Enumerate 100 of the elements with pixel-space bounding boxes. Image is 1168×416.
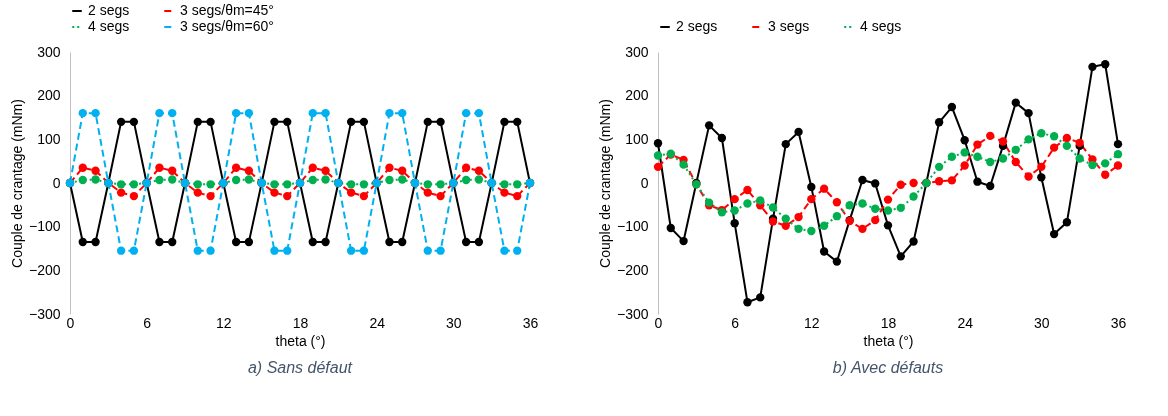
point [423, 246, 432, 255]
point [871, 204, 880, 213]
y-tick-label: −300 [616, 305, 649, 322]
y-tick-label: 300 [37, 43, 61, 60]
point [155, 108, 164, 118]
point [244, 108, 254, 118]
point [283, 180, 292, 189]
point [436, 117, 445, 127]
point [155, 163, 164, 172]
point [947, 102, 957, 112]
point [513, 180, 522, 189]
point [986, 157, 995, 167]
point [283, 117, 292, 127]
point [244, 175, 254, 184]
legend-label: 2 segs [88, 2, 130, 18]
point [934, 118, 944, 127]
point [832, 198, 842, 207]
point [283, 191, 292, 201]
point [845, 201, 854, 210]
point [1049, 143, 1059, 152]
point [398, 166, 407, 175]
point [666, 223, 675, 233]
point [730, 219, 739, 228]
point [168, 237, 177, 247]
point [653, 151, 663, 160]
point [193, 180, 202, 189]
point [321, 237, 330, 247]
point [730, 194, 739, 204]
point [513, 246, 522, 255]
point [436, 191, 445, 201]
point [321, 166, 330, 175]
y-axis-title: Couple de crantage (mNm) [8, 99, 25, 268]
point [231, 108, 241, 118]
point [168, 175, 177, 184]
point [91, 108, 100, 118]
point [909, 192, 918, 201]
point [436, 180, 445, 189]
point [896, 180, 905, 189]
point [743, 199, 752, 208]
point [1075, 138, 1084, 147]
point [423, 117, 432, 127]
legend-label: 3 segs/θm=60° [180, 18, 274, 34]
legend-label: 4 segs [860, 18, 902, 34]
point [244, 237, 254, 247]
point [781, 139, 790, 149]
point [858, 224, 867, 234]
point [398, 175, 407, 184]
point [346, 246, 356, 255]
point [1037, 173, 1046, 182]
y-tick-label: 100 [37, 130, 61, 147]
legend-label: 4 segs [88, 18, 130, 34]
point [1037, 129, 1046, 138]
point [871, 215, 880, 225]
point [385, 163, 394, 172]
point [129, 191, 139, 201]
x-tick-label: 12 [804, 314, 820, 331]
point [1101, 170, 1110, 179]
point [1113, 150, 1123, 159]
point [436, 246, 445, 255]
point [934, 162, 944, 172]
point [1062, 141, 1072, 151]
x-tick-label: 0 [654, 314, 663, 331]
point [513, 191, 522, 201]
point [116, 188, 126, 197]
point [794, 127, 803, 137]
x-tick-label: 24 [957, 314, 974, 331]
legend-label: 2 segs [676, 18, 718, 34]
point [960, 161, 969, 170]
point [91, 166, 100, 175]
point [231, 175, 241, 185]
point [947, 176, 957, 185]
x-tick-label: 0 [66, 314, 75, 331]
point [1011, 145, 1020, 154]
point [998, 137, 1008, 146]
point [78, 108, 87, 118]
point [819, 184, 829, 193]
point [206, 246, 215, 255]
point [461, 175, 471, 185]
point [359, 246, 369, 255]
text: b) Avec défauts [832, 359, 944, 376]
point [1049, 229, 1059, 239]
y-tick-label: −100 [616, 218, 649, 235]
point [398, 108, 407, 118]
point [1101, 159, 1110, 168]
point [653, 139, 663, 148]
point [883, 195, 893, 204]
y-tick-label: 300 [625, 43, 649, 60]
point [500, 180, 509, 189]
point [973, 140, 982, 149]
point [116, 117, 126, 127]
point [794, 212, 803, 222]
y-tick-label: −200 [616, 261, 649, 278]
point [1088, 160, 1097, 170]
point [1011, 98, 1020, 107]
point [934, 177, 944, 186]
point [270, 188, 279, 197]
legend-label: 3 segs/θm=45° [180, 2, 274, 18]
legend-label: 3 segs [768, 18, 810, 34]
point [756, 196, 765, 205]
x-tick-label: 18 [880, 314, 897, 331]
